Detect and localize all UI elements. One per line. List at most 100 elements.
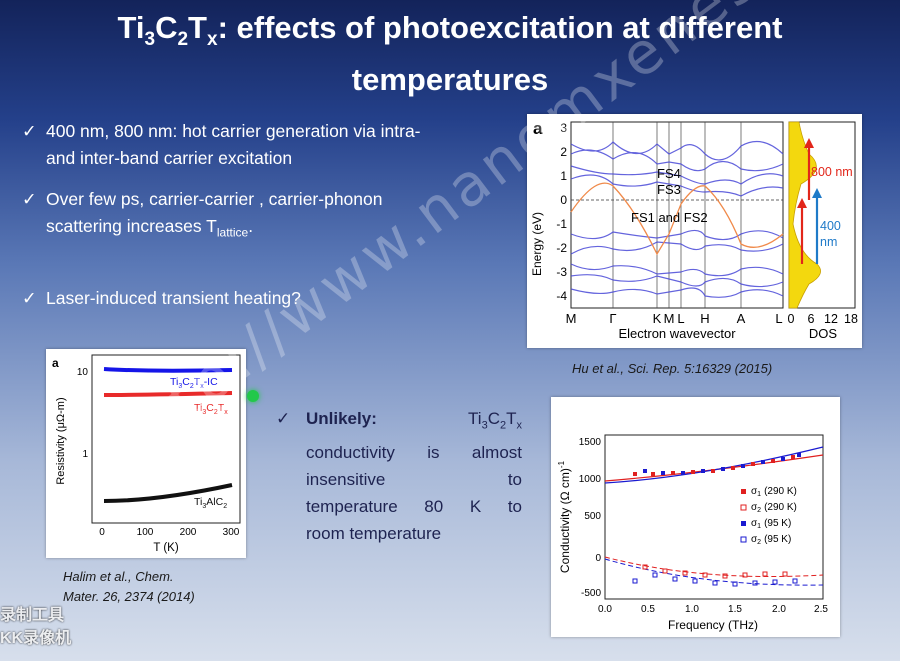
- alc-curve: [103, 483, 233, 503]
- legend-item: σ1 (290 K): [751, 486, 797, 498]
- x-tick: L: [775, 311, 782, 326]
- svg-text:0.0: 0.0: [598, 604, 612, 615]
- cursor-dot: [247, 390, 259, 402]
- fermi-band: [570, 182, 784, 256]
- y-ticks: 3 2 1 0 -1 -2 -3 -4: [556, 121, 567, 303]
- alc-label: Ti3AlC2: [194, 496, 227, 510]
- dos-label: DOS: [809, 326, 838, 341]
- x-axis-label: Frequency (THz): [668, 618, 758, 632]
- label-400: 400: [820, 219, 841, 233]
- svg-text:12: 12: [824, 312, 838, 326]
- x-tick: Γ: [609, 311, 616, 326]
- y-tick: 2: [560, 145, 567, 159]
- y-axis-label: Conductivity (Ω cm)-1: [557, 460, 572, 573]
- label-800nm: 800 nm: [811, 165, 853, 179]
- dos-ticks: 0 6 12 18: [788, 312, 858, 326]
- x-axis-label: Electron wavevector: [618, 326, 736, 341]
- fit-290-s2: [604, 556, 824, 578]
- y-tick: -1: [556, 217, 567, 231]
- svg-text:500: 500: [584, 511, 601, 522]
- resistivity-svg: a Resistivity (μΩ-m) 10 1 Ti3C2Tx-IC Ti3…: [52, 354, 241, 554]
- fs4-label: FS4: [657, 166, 681, 181]
- conductivity-svg: Conductivity (Ω cm)-1 1500 1000 500 0 -5…: [557, 434, 828, 632]
- symmetry-lines: [612, 122, 742, 308]
- x-ticks: 0 100 200 300: [99, 527, 240, 538]
- svg-text:1500: 1500: [579, 437, 602, 448]
- resistivity-citation: Halim et al., Chem. Mater. 26, 2374 (201…: [63, 569, 195, 604]
- legend-item: σ1 (95 K): [751, 518, 791, 530]
- x-tick: M: [664, 311, 675, 326]
- x-tick: K: [653, 311, 662, 326]
- svg-text:0: 0: [788, 312, 795, 326]
- bullet-item: ✓ 400 nm, 800 nm: hot carrier generation…: [22, 118, 512, 172]
- svg-text:2.0: 2.0: [772, 604, 786, 615]
- svg-text:18: 18: [844, 312, 858, 326]
- y-tick: 10: [77, 367, 89, 378]
- svg-text:100: 100: [137, 527, 154, 538]
- check-icon: ✓: [276, 409, 291, 428]
- panel-label: a: [533, 119, 543, 138]
- bullet-list: ✓ 400 nm, 800 nm: hot carrier generation…: [22, 118, 512, 312]
- conductivity-figure: Conductivity (Ω cm)-1 1500 1000 500 0 -5…: [551, 397, 840, 637]
- unlikely-note: ✓ Unlikely: Ti3C2Tx conductivity is almost …: [276, 405, 522, 547]
- points-290-s2: [642, 564, 788, 579]
- check-icon: ✓: [22, 189, 37, 209]
- points-95-s1: [643, 453, 801, 475]
- fs3-label: FS3: [657, 182, 681, 197]
- bullet-item: ✓ Over few ps, carrier-carrier , carrier…: [22, 186, 512, 247]
- x-tick: A: [737, 311, 746, 326]
- y-axis-label: Energy (eV): [530, 212, 544, 276]
- band-structure-svg: a Energy (eV) 3 2 1 0 -1 -2 -3 -4: [530, 119, 858, 341]
- slide-title: Ti3C2Tx: effects of photoexcitation at d…: [0, 8, 900, 100]
- recorder-watermark: 录制工具 KK录像机: [0, 607, 72, 647]
- y-tick: 1: [560, 169, 567, 183]
- label-nm: nm: [820, 235, 837, 249]
- tc-curve: [103, 391, 233, 397]
- svg-text:0.5: 0.5: [641, 604, 655, 615]
- title-line-1: Ti3C2Tx: effects of photoexcitation at d…: [117, 10, 783, 51]
- svg-text:-500: -500: [581, 588, 601, 599]
- legend: σ1 (290 K) σ2 (290 K) σ1 (95 K) σ2 (95 K): [740, 486, 797, 546]
- resistivity-frame: [91, 354, 241, 524]
- title-line-2: temperatures: [351, 62, 549, 98]
- fit-95-s2: [604, 558, 824, 586]
- x-ticks: 0.0 0.5 1.0 1.5 2.0 2.5: [598, 604, 828, 615]
- y-tick: 0: [560, 193, 567, 207]
- points-290-s1: [633, 455, 795, 476]
- check-icon: ✓: [22, 287, 37, 308]
- legend-item: σ2 (95 K): [751, 534, 791, 546]
- x-ticks: M Γ K M L H A L: [566, 311, 783, 326]
- svg-text:0: 0: [595, 553, 601, 564]
- tc-label: Ti3C2Tx: [194, 402, 228, 416]
- svg-text:1.5: 1.5: [728, 604, 742, 615]
- y-tick: 1: [82, 449, 88, 460]
- y-tick: -3: [556, 265, 567, 279]
- panel-label: a: [52, 356, 59, 370]
- legend-item: σ2 (290 K): [751, 502, 797, 514]
- svg-text:1.0: 1.0: [685, 604, 699, 615]
- conductivity-frame: [604, 434, 824, 600]
- y-tick: -4: [556, 289, 567, 303]
- fs1-fs2-label: FS1 and FS2: [631, 210, 708, 225]
- band-plot-frame: [570, 121, 784, 309]
- y-tick: -2: [556, 241, 567, 255]
- x-tick: H: [700, 311, 709, 326]
- y-axis-label: Resistivity (μΩ-m): [55, 397, 67, 484]
- svg-text:1000: 1000: [579, 474, 602, 485]
- ic-curve: [103, 367, 233, 373]
- bullet-item: ✓ Laser-induced transient heating?: [22, 285, 512, 312]
- x-axis-label: T (K): [153, 542, 179, 554]
- resistivity-figure: a Resistivity (μΩ-m) 10 1 Ti3C2Tx-IC Ti3…: [46, 349, 246, 558]
- svg-text:200: 200: [180, 527, 197, 538]
- ic-label: Ti3C2Tx-IC: [170, 376, 218, 390]
- svg-text:300: 300: [223, 527, 240, 538]
- band-structure-figure: a Energy (eV) 3 2 1 0 -1 -2 -3 -4: [527, 114, 862, 348]
- x-tick: M: [566, 311, 577, 326]
- check-icon: ✓: [22, 121, 37, 141]
- svg-text:6: 6: [808, 312, 815, 326]
- y-tick: 3: [560, 121, 567, 135]
- band-citation: Hu et al., Sci. Rep. 5:16329 (2015): [572, 361, 773, 376]
- svg-text:0: 0: [99, 527, 105, 538]
- fit-95-s1: [604, 446, 824, 484]
